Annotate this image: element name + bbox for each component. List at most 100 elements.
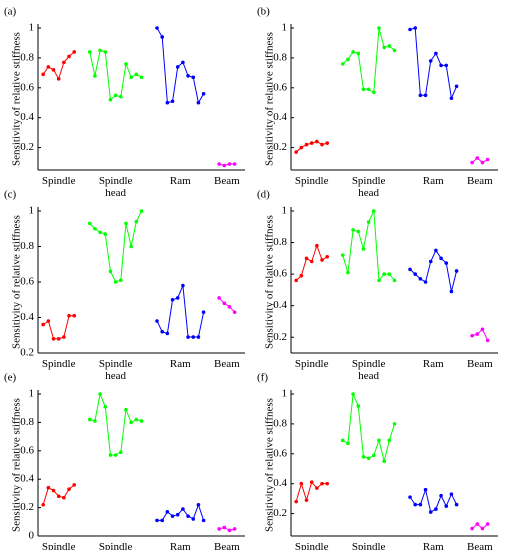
point <box>423 280 428 284</box>
point <box>217 296 221 300</box>
point <box>470 333 474 338</box>
point <box>222 301 227 306</box>
point <box>129 244 133 249</box>
point <box>124 407 128 412</box>
x-group-label: Beam <box>467 358 493 370</box>
point <box>72 483 77 487</box>
point <box>227 162 232 166</box>
point <box>449 492 454 496</box>
point <box>119 450 123 455</box>
y-tick-label: 0.6 <box>273 447 287 459</box>
point <box>346 441 350 446</box>
point <box>227 528 232 533</box>
point <box>56 494 61 499</box>
point <box>309 141 314 145</box>
y-tick-label: 0.4 <box>273 111 287 123</box>
point <box>165 331 170 336</box>
y-tick-label: 0.8 <box>20 51 34 63</box>
point <box>103 232 108 236</box>
point <box>191 335 196 339</box>
point <box>175 512 180 517</box>
x-group-label: Spindle <box>294 175 329 187</box>
point <box>294 499 298 504</box>
x-group-label: Spindle head <box>351 175 386 199</box>
point <box>93 74 97 78</box>
x-group-label: Spindle <box>294 358 329 370</box>
point <box>356 229 361 234</box>
y-tick-label: 1 <box>29 22 35 34</box>
point <box>449 289 454 294</box>
point <box>124 62 128 66</box>
x-group-label: Spindle <box>41 175 76 187</box>
y-tick-label: 0.2 <box>20 347 34 359</box>
point <box>372 90 376 95</box>
y-tick-label: 0 <box>29 530 35 542</box>
point <box>41 72 45 77</box>
y-axis-label: Sensitivity of relative stiffness <box>264 215 276 349</box>
point <box>320 481 324 486</box>
y-tick-label: 1 <box>282 22 288 34</box>
point <box>470 526 474 531</box>
point <box>356 51 361 56</box>
point <box>351 50 355 54</box>
point <box>315 243 319 248</box>
point <box>67 487 71 491</box>
point <box>361 454 366 459</box>
series-line <box>42 315 75 340</box>
x-group-label: Spindle <box>294 541 329 550</box>
point <box>139 419 144 423</box>
series-line <box>471 523 488 530</box>
point <box>366 220 371 224</box>
series-line <box>89 49 142 101</box>
point <box>340 62 345 66</box>
x-group-label: Ram <box>169 175 191 187</box>
point <box>139 209 144 213</box>
point <box>356 404 361 408</box>
x-group-label: Spindle <box>41 541 76 550</box>
point <box>418 277 423 281</box>
point <box>320 258 324 262</box>
point <box>196 335 201 339</box>
point <box>232 527 237 531</box>
point <box>340 253 345 257</box>
point <box>41 322 45 327</box>
series-line <box>218 526 235 531</box>
y-tick-label: 0.8 <box>273 51 287 63</box>
point <box>325 254 330 259</box>
point <box>155 518 159 523</box>
point <box>232 310 237 314</box>
y-tick-label: 0.8 <box>20 240 34 252</box>
y-tick-label: 0.6 <box>20 444 34 456</box>
point <box>423 93 428 98</box>
point <box>155 26 159 30</box>
point <box>366 456 371 461</box>
point <box>217 527 221 531</box>
x-group-label: Ram <box>422 175 444 187</box>
series-line <box>409 249 458 292</box>
point <box>361 247 366 251</box>
point <box>232 162 237 166</box>
point <box>315 139 319 144</box>
point <box>87 417 92 422</box>
y-axis-label: Sensitivity of relative stiffness <box>264 32 276 166</box>
y-tick-label: 0.8 <box>20 416 34 428</box>
point <box>299 481 304 486</box>
x-group-label: Ram <box>422 358 444 370</box>
series-line <box>409 487 458 513</box>
point <box>227 305 232 309</box>
point <box>175 65 180 69</box>
y-tick-label: 0.8 <box>273 236 287 248</box>
series-line <box>157 503 205 521</box>
point <box>304 256 309 261</box>
point <box>444 261 449 265</box>
y-tick-label: 0.6 <box>273 268 287 280</box>
point <box>93 226 97 231</box>
point <box>475 332 480 336</box>
point <box>56 77 61 81</box>
point <box>454 502 459 507</box>
point <box>217 162 221 166</box>
point <box>377 26 381 30</box>
point <box>46 485 51 490</box>
point <box>377 438 381 443</box>
series-line <box>471 328 489 341</box>
